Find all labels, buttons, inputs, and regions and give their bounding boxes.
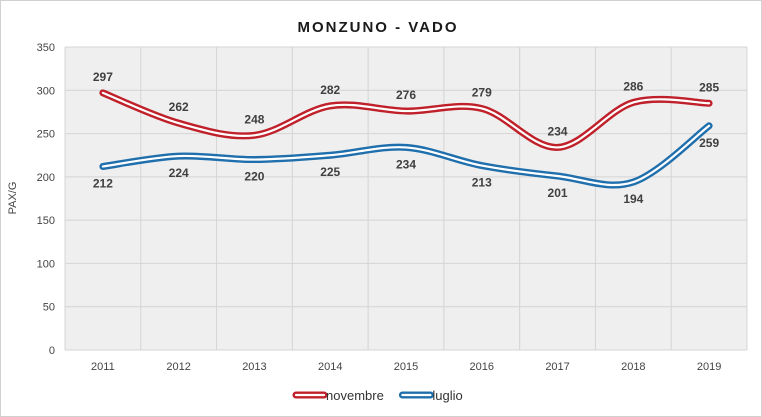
chart-title: MONZUNO - VADO bbox=[297, 19, 458, 36]
x-tick-label: 2011 bbox=[91, 361, 115, 373]
y-tick-label: 250 bbox=[37, 129, 55, 141]
data-labels: 297 262 248 282 276 279 234 286 285 212 224 220 225 2… bbox=[93, 70, 720, 206]
data-label-luglio: 224 bbox=[169, 166, 189, 180]
plot-area bbox=[65, 47, 747, 350]
data-label-luglio: 194 bbox=[623, 192, 643, 206]
y-tick-label: 300 bbox=[37, 85, 55, 97]
series-line-luglio bbox=[101, 124, 711, 187]
data-label-novembre: 262 bbox=[169, 100, 189, 114]
legend-label-luglio: luglio bbox=[432, 388, 462, 403]
y-axis-ticks: 0 50 100 150 200 250 300 350 bbox=[37, 42, 55, 357]
y-tick-label: 50 bbox=[43, 302, 55, 314]
data-label-novembre: 248 bbox=[244, 112, 264, 126]
y-axis-label: PAX/G bbox=[7, 182, 19, 215]
data-label-novembre: 297 bbox=[93, 70, 113, 84]
data-label-novembre: 234 bbox=[548, 124, 568, 138]
y-tick-label: 100 bbox=[37, 258, 55, 270]
x-tick-label: 2012 bbox=[166, 361, 190, 373]
data-label-novembre: 279 bbox=[472, 85, 492, 99]
data-label-luglio: 213 bbox=[472, 176, 492, 190]
data-label-novembre: 276 bbox=[396, 88, 416, 102]
data-label-novembre: 285 bbox=[699, 80, 719, 94]
y-tick-label: 200 bbox=[37, 172, 55, 184]
series-line-novembre bbox=[101, 91, 711, 149]
legend: novembre luglio bbox=[292, 388, 463, 403]
y-tick-label: 150 bbox=[37, 215, 55, 227]
x-tick-label: 2019 bbox=[697, 361, 721, 373]
data-label-luglio: 259 bbox=[699, 136, 719, 150]
x-axis-ticks: 2011 2012 2013 2014 2015 2016 2017 2018 2019 bbox=[91, 361, 721, 373]
x-tick-label: 2017 bbox=[545, 361, 569, 373]
data-label-novembre: 286 bbox=[623, 79, 643, 93]
data-label-luglio: 220 bbox=[244, 170, 264, 184]
series-group bbox=[99, 89, 713, 189]
x-tick-label: 2015 bbox=[394, 361, 418, 373]
data-label-luglio: 201 bbox=[548, 186, 568, 200]
data-label-luglio: 234 bbox=[396, 157, 416, 171]
x-tick-label: 2018 bbox=[621, 361, 645, 373]
y-tick-label: 350 bbox=[37, 42, 55, 54]
y-tick-label: 0 bbox=[49, 345, 55, 357]
data-label-luglio: 225 bbox=[320, 165, 340, 179]
data-label-novembre: 282 bbox=[320, 83, 340, 97]
data-label-luglio: 212 bbox=[93, 176, 113, 190]
x-tick-label: 2014 bbox=[318, 361, 342, 373]
legend-label-novembre: novembre bbox=[326, 388, 384, 403]
gridlines bbox=[64, 46, 748, 351]
x-tick-label: 2013 bbox=[242, 361, 266, 373]
x-tick-label: 2016 bbox=[470, 361, 494, 373]
